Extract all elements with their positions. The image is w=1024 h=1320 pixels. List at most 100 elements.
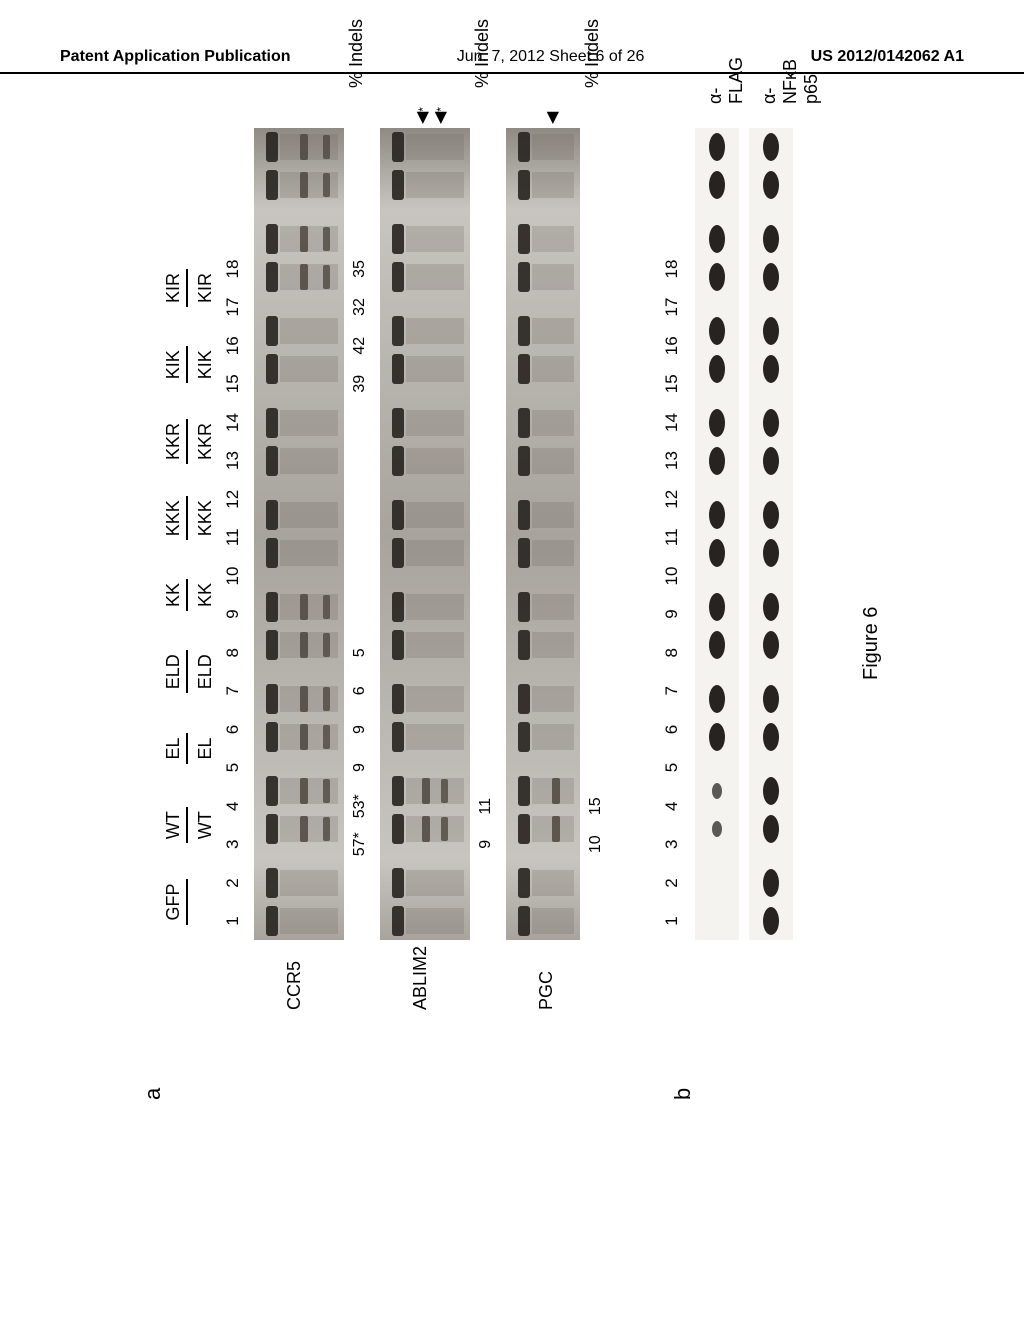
wb-lane-number-7: 7 xyxy=(662,672,682,710)
gel-image-ABLIM2 xyxy=(380,128,470,940)
condition-top-8: KIR xyxy=(163,269,188,307)
lane-number-16: 16 xyxy=(223,327,243,365)
western-label-0: α-FLAG xyxy=(705,57,747,104)
condition-bot-8: KIR xyxy=(195,273,215,303)
gel-block-PGC: PGC ◀% Indels xyxy=(506,250,580,1010)
header-right: US 2012/0142062 A1 xyxy=(811,48,964,66)
indel-CCR5-lane3: 57* xyxy=(351,825,369,863)
condition-bot-1: WT xyxy=(195,811,215,839)
figure-caption: Figure 6 xyxy=(860,607,883,680)
wb-lane-number-15: 15 xyxy=(662,365,682,403)
gel-block-CCR5: CCR5 % Indels xyxy=(254,250,344,1010)
wb-lane-number-12: 12 xyxy=(662,480,682,518)
indel-CCR5-lane4: 53* xyxy=(351,787,369,825)
wb-lane-number-11: 11 xyxy=(662,518,682,556)
indel-CCR5-lane8: 5 xyxy=(351,634,369,672)
indel-row-CCR5: 57*53*996539423235 xyxy=(348,250,372,1010)
gel-label-PGC: PGC xyxy=(506,940,557,1010)
lane-number-10: 10 xyxy=(223,557,243,595)
lane-number-3: 3 xyxy=(223,825,243,863)
lane-number-1: 1 xyxy=(223,902,243,940)
indel-label-CCR5: % Indels xyxy=(346,19,367,88)
indel-row-PGC: 1015 xyxy=(584,250,608,1010)
lane-number-7: 7 xyxy=(223,672,243,710)
gel-label-CCR5: CCR5 xyxy=(254,940,305,1010)
indel-CCR5-lane5: 9 xyxy=(351,749,369,787)
wb-lane-number-8: 8 xyxy=(662,634,682,672)
wb-lane-number-14: 14 xyxy=(662,404,682,442)
condition-top-3: ELD xyxy=(163,650,188,693)
gel-image-PGC xyxy=(506,128,580,940)
lane-number-17: 17 xyxy=(223,288,243,326)
condition-top-4: KK xyxy=(163,579,188,611)
condition-bot-4: KK xyxy=(195,583,215,607)
indel-CCR5-lane16: 42 xyxy=(351,327,369,365)
page-header: Patent Application Publication Jun. 7, 2… xyxy=(0,48,1024,74)
indel-CCR5-lane6: 9 xyxy=(351,711,369,749)
western-image-0 xyxy=(695,128,739,940)
wb-lane-number-10: 10 xyxy=(662,557,682,595)
condition-bot-2: EL xyxy=(195,737,215,759)
indel-CCR5-lane7: 6 xyxy=(351,672,369,710)
condition-top-5: KKK xyxy=(163,496,188,540)
indel-CCR5-lane18: 35 xyxy=(351,250,369,288)
wb-lane-number-6: 6 xyxy=(662,711,682,749)
gel-block-ABLIM2: ABLIM2 ◀*◀*% Indels xyxy=(380,250,470,1010)
wb-lane-number-18: 18 xyxy=(662,250,682,288)
lane-number-8: 8 xyxy=(223,634,243,672)
lane-number-14: 14 xyxy=(223,404,243,442)
western-row-1: α-NFκB p65 xyxy=(749,250,793,1010)
figure-rotated-container: a GFPWTELELDKKKKKKKRKIKKIRWTELELDKKKKKKK… xyxy=(70,250,970,1050)
wb-lane-number-row: 123456789101112131415161718 xyxy=(659,250,685,1010)
wb-lane-number-3: 3 xyxy=(662,825,682,863)
condition-bot-5: KKK xyxy=(195,500,215,536)
western-label-1: α-NFκB p65 xyxy=(759,59,822,104)
indel-label-PGC: % Indels xyxy=(582,19,603,88)
condition-top-0: GFP xyxy=(163,880,188,925)
figure-content: a GFPWTELELDKKKKKKKRKIKKIRWTELELDKKKKKKK… xyxy=(120,200,920,1100)
indel-CCR5-lane15: 39 xyxy=(351,365,369,403)
lane-number-9: 9 xyxy=(223,595,243,633)
wb-lane-number-4: 4 xyxy=(662,787,682,825)
wb-lane-number-1: 1 xyxy=(662,902,682,940)
condition-row-bot: WTELELDKKKKKKKRKIKKIR xyxy=(188,250,216,1010)
indel-PGC-lane3: 10 xyxy=(587,825,605,863)
condition-row-top: GFPWTELELDKKKKKKKRKIKKIR xyxy=(160,250,188,1010)
header-left: Patent Application Publication xyxy=(60,48,291,66)
western-panel: 123456789101112131415161718α-FLAGα-NFκB … xyxy=(655,250,793,1010)
indel-ABLIM2-lane4: 11 xyxy=(477,787,495,825)
lane-number-12: 12 xyxy=(223,480,243,518)
arrow-PGC-0: ◀ xyxy=(548,112,558,124)
gel-label-ABLIM2: ABLIM2 xyxy=(380,940,431,1010)
lane-number-5: 5 xyxy=(223,749,243,787)
lane-number-2: 2 xyxy=(223,864,243,902)
wb-lane-number-16: 16 xyxy=(662,327,682,365)
indel-ABLIM2-lane3: 9 xyxy=(477,825,495,863)
condition-top-7: KIK xyxy=(163,346,188,383)
condition-top-2: EL xyxy=(163,733,188,763)
lane-number-13: 13 xyxy=(223,442,243,480)
condition-bot-3: ELD xyxy=(195,654,215,689)
wb-lane-number-2: 2 xyxy=(662,864,682,902)
lane-number-4: 4 xyxy=(223,787,243,825)
wb-lane-number-9: 9 xyxy=(662,595,682,633)
condition-bot-6: KKR xyxy=(195,423,215,460)
indel-label-ABLIM2: % Indels xyxy=(472,19,493,88)
indel-row-ABLIM2: 911 xyxy=(474,250,498,1010)
condition-bot-7: KIK xyxy=(195,350,215,379)
lane-number-11: 11 xyxy=(223,518,243,556)
gel-panel: GFPWTELELDKKKKKKKRKIKKIRWTELELDKKKKKKKRK… xyxy=(160,250,608,1010)
indel-PGC-lane4: 15 xyxy=(587,787,605,825)
gel-image-CCR5 xyxy=(254,128,344,940)
panel-a-label: a xyxy=(140,1088,166,1100)
lane-number-18: 18 xyxy=(223,250,243,288)
lane-number-6: 6 xyxy=(223,711,243,749)
western-row-0: α-FLAG xyxy=(695,250,739,1010)
condition-top-1: WT xyxy=(163,807,188,843)
wb-lane-number-17: 17 xyxy=(662,288,682,326)
lane-number-row: 123456789101112131415161718 xyxy=(220,250,246,1010)
western-image-1 xyxy=(749,128,793,940)
indel-CCR5-lane17: 32 xyxy=(351,288,369,326)
panel-b-label: b xyxy=(670,1088,696,1100)
wb-lane-number-13: 13 xyxy=(662,442,682,480)
